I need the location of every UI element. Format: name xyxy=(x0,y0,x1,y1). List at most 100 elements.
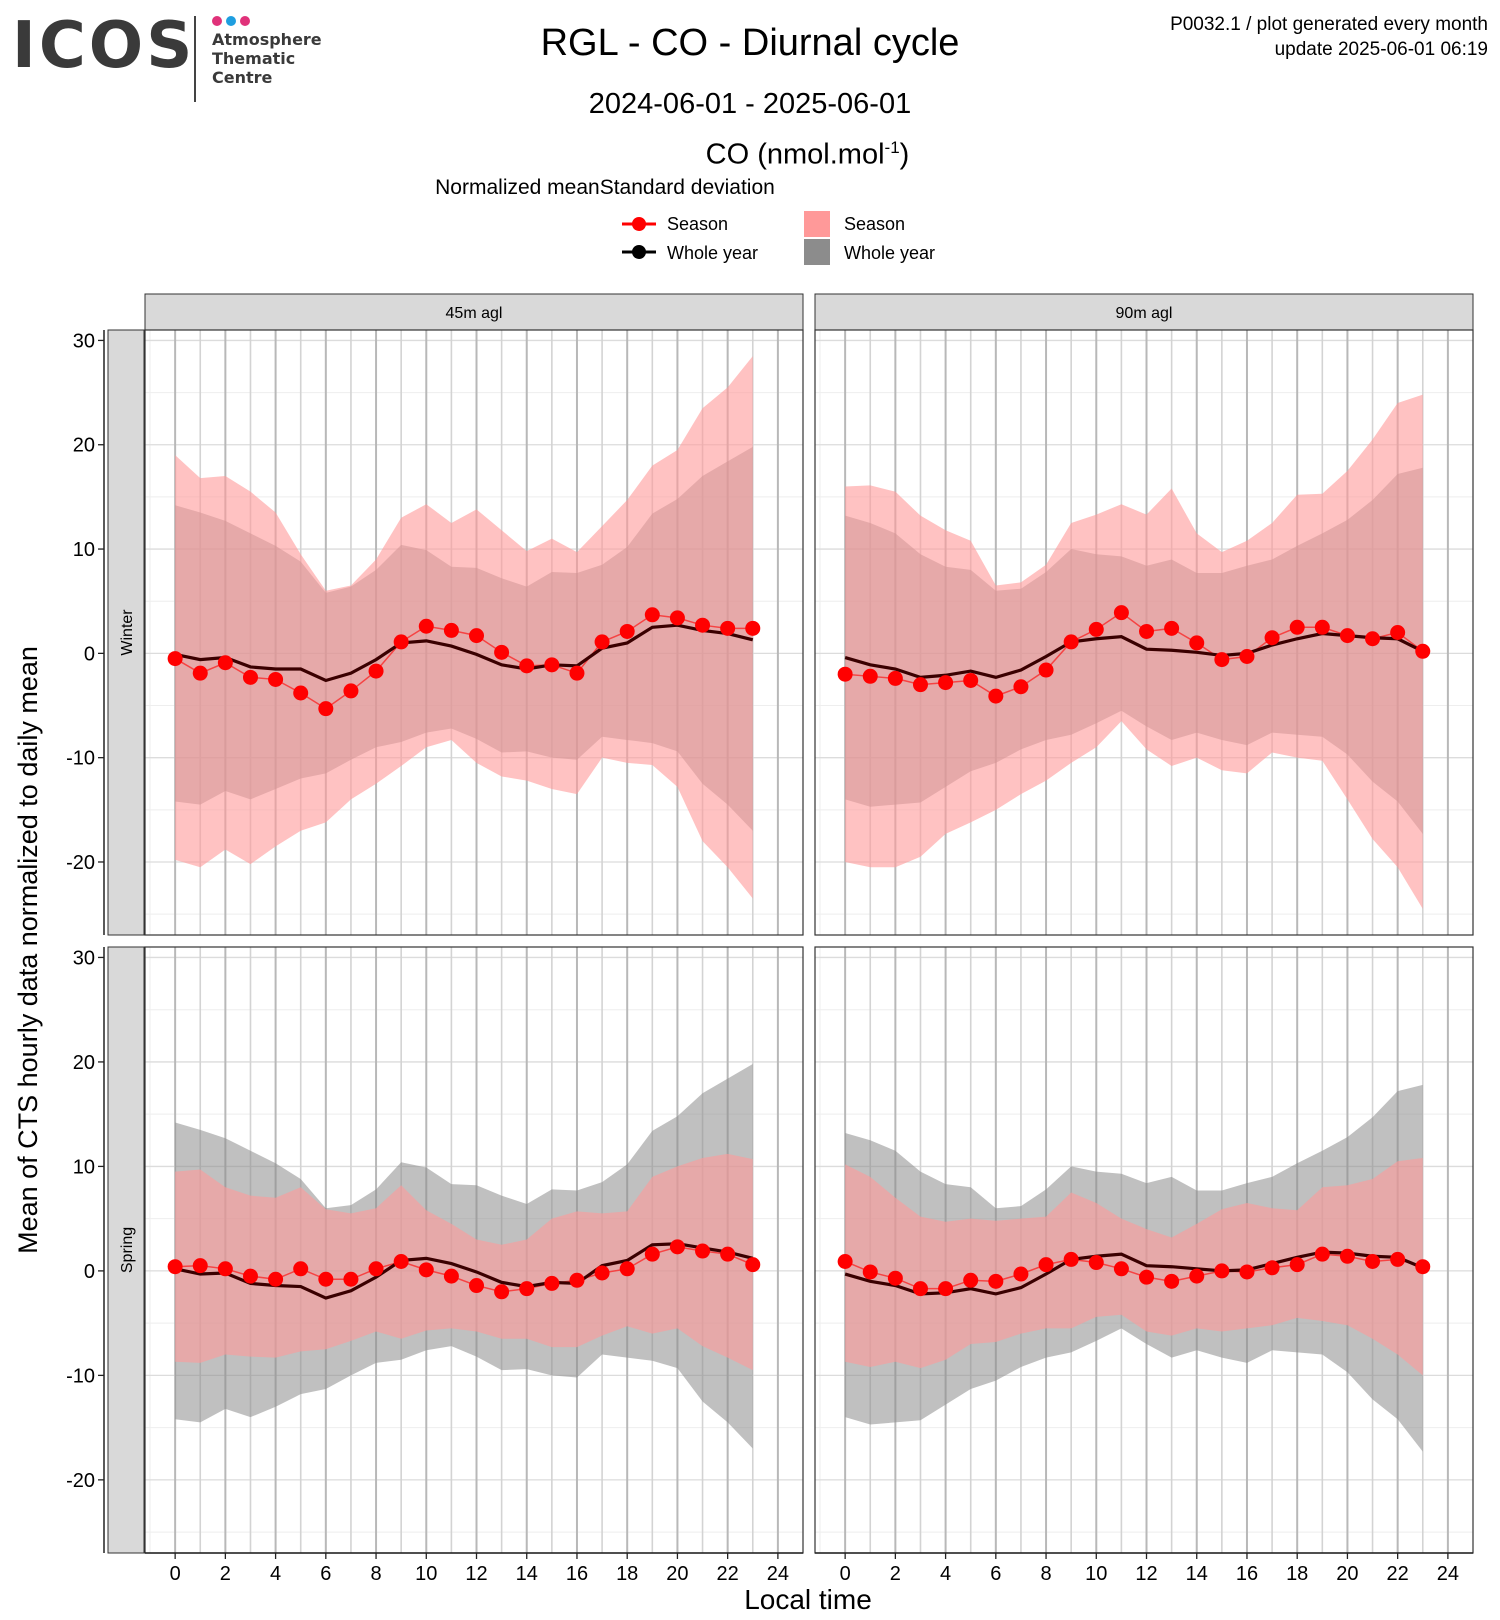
season-mean-point xyxy=(1038,662,1054,678)
season-mean-point xyxy=(569,665,585,681)
strip-label: 45m agl xyxy=(446,305,503,322)
season-mean-point xyxy=(644,1246,660,1262)
unit-close: ) xyxy=(899,138,910,171)
y-tick-label: 20 xyxy=(73,1052,95,1074)
logo-subtitle-line: Thematic xyxy=(212,49,296,68)
unit-label: CO (nmol.mol-1) xyxy=(0,138,1500,172)
y-tick-label: 30 xyxy=(73,947,95,969)
season-mean-point xyxy=(1088,1255,1104,1271)
season-mean-point xyxy=(1239,648,1255,664)
season-mean-point xyxy=(469,628,485,644)
y-tick-label: 0 xyxy=(84,1261,95,1283)
season-mean-point xyxy=(293,685,309,701)
season-mean-point xyxy=(1189,1268,1205,1284)
season-mean-point xyxy=(242,1268,258,1284)
x-tick-label: 8 xyxy=(370,1563,381,1585)
logo-wordmark: ICOS xyxy=(12,9,196,83)
y-tick-label: 10 xyxy=(73,539,95,561)
logo-dot-icon xyxy=(240,16,250,26)
season-mean-point xyxy=(192,665,208,681)
x-tick-label: 6 xyxy=(990,1563,1001,1585)
season-mean-point xyxy=(167,1259,183,1275)
x-tick-label: 14 xyxy=(516,1563,538,1585)
x-tick-label: 0 xyxy=(840,1563,851,1585)
x-tick-label: 2 xyxy=(220,1563,231,1585)
season-mean-point xyxy=(669,1239,685,1255)
strip-background xyxy=(144,293,804,331)
whole-year-mean-line xyxy=(174,623,754,683)
strip-label: Spring xyxy=(119,1227,136,1273)
season-mean-point xyxy=(494,644,510,660)
season-mean-point xyxy=(494,1284,510,1300)
season-mean-point xyxy=(1013,679,1029,695)
season-mean-point xyxy=(418,1262,434,1278)
season-mean-point xyxy=(695,1243,711,1259)
season-sd-band xyxy=(845,1158,1423,1376)
season-mean-point xyxy=(368,663,384,679)
season-mean-point xyxy=(963,1272,979,1288)
legend-key-season-sd xyxy=(804,211,830,237)
strip-background xyxy=(814,293,1474,331)
season-mean-point xyxy=(1289,1257,1305,1273)
season-mean-point xyxy=(268,1271,284,1287)
season-mean-point xyxy=(862,1264,878,1280)
season-mean-point xyxy=(745,620,761,636)
season-mean-point xyxy=(1088,621,1104,637)
season-mean-point xyxy=(837,666,853,682)
season-mean-point xyxy=(1314,1246,1330,1262)
y-axis-label: Mean of CTS hourly data normalized to da… xyxy=(13,646,43,1254)
season-mean-point xyxy=(544,657,560,673)
legend-keys-sd xyxy=(804,211,830,265)
season-mean-point xyxy=(1164,620,1180,636)
season-mean-point xyxy=(720,620,736,636)
x-tick-label: 24 xyxy=(767,1563,789,1585)
logo-divider xyxy=(194,16,196,102)
season-mean-point xyxy=(887,670,903,686)
season-mean-point xyxy=(1139,623,1155,639)
strip-background xyxy=(107,329,145,936)
x-tick-label: 18 xyxy=(1286,1563,1308,1585)
season-mean-point xyxy=(1063,1251,1079,1267)
logo-subtitle-line: Centre xyxy=(212,68,273,87)
facet-strip-row: Winter xyxy=(107,329,145,936)
facet-strip-column: 90m agl xyxy=(814,293,1474,331)
x-tick-label: 22 xyxy=(717,1563,739,1585)
season-mean-point xyxy=(519,1281,535,1297)
strip-label: 90m agl xyxy=(1116,305,1173,322)
facet-panel xyxy=(814,329,1474,936)
x-tick-label: 16 xyxy=(1236,1563,1258,1585)
x-tick-label: 6 xyxy=(320,1563,331,1585)
legend-label-year-mean: Whole year xyxy=(667,243,759,263)
season-mean-point xyxy=(912,1281,928,1297)
season-mean-point xyxy=(293,1261,309,1277)
season-mean-point xyxy=(1365,631,1381,647)
season-mean-point xyxy=(837,1253,853,1269)
y-tick-label: 30 xyxy=(73,330,95,352)
season-mean-point xyxy=(1415,1259,1431,1275)
x-tick-label: 10 xyxy=(1085,1563,1107,1585)
chart-title: RGL - CO - Diurnal cycle xyxy=(540,22,960,64)
season-mean-point xyxy=(1264,630,1280,646)
season-mean-point xyxy=(1189,635,1205,651)
whole-year-mean-line xyxy=(844,631,1424,680)
season-mean-point xyxy=(217,1261,233,1277)
season-mean-point xyxy=(544,1275,560,1291)
season-mean-point xyxy=(745,1257,761,1273)
legend-key-year-sd xyxy=(804,239,830,265)
generation-info: P0032.1 / plot generated every month upd… xyxy=(1170,12,1488,62)
unit-exponent: -1 xyxy=(884,138,900,157)
season-mean-point xyxy=(1415,643,1431,659)
legend-label-season-mean: Season xyxy=(667,214,729,234)
panel-border xyxy=(814,329,1474,936)
season-mean-point xyxy=(167,651,183,667)
season-mean-point xyxy=(1390,1251,1406,1267)
season-sd-band xyxy=(175,356,753,899)
y-tick-label: -20 xyxy=(66,852,95,874)
generation-note: P0032.1 / plot generated every month xyxy=(1170,14,1488,35)
season-mean-point xyxy=(1239,1264,1255,1280)
season-mean-point xyxy=(393,634,409,650)
facet-panels: 45m agl 90m agl Winter Spring xyxy=(107,293,1474,1554)
season-mean-point xyxy=(1289,619,1305,635)
